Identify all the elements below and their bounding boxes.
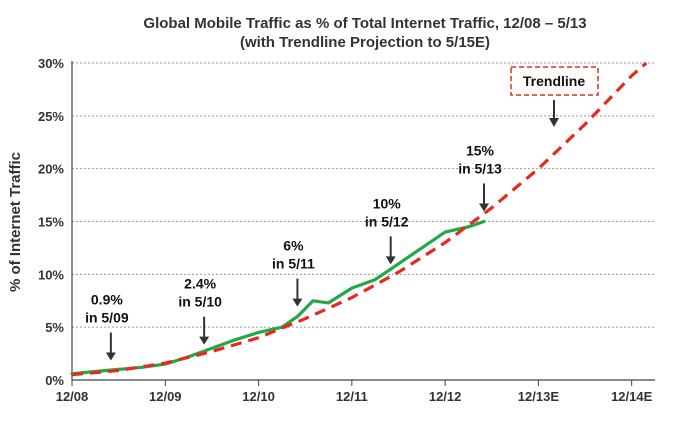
annotation-date: in 5/12	[365, 213, 409, 229]
x-tick-label: 12/12	[429, 389, 462, 404]
annotation-value: 10%	[373, 195, 402, 211]
trendline-arrow-head	[549, 118, 559, 127]
y-tick-label: 15%	[38, 215, 64, 230]
y-tick-label: 10%	[38, 267, 64, 282]
annotation-arrow-head	[105, 352, 116, 361]
y-tick-label: 30%	[38, 56, 64, 71]
annotation-date: in 5/13	[458, 161, 502, 177]
annotation-arrow-head	[199, 336, 210, 345]
y-tick-label: 25%	[38, 109, 64, 124]
annotations: 0.9% in 5/09 2.4% in 5/10 6% in 5/11 10% in 5/1…	[85, 100, 559, 361]
y-tick-label: 5%	[45, 320, 64, 335]
annotation-arrow-head	[478, 203, 489, 212]
annotation-arrow-head	[385, 256, 396, 265]
y-tick-label: 20%	[38, 162, 64, 177]
y-tick-label: 0%	[45, 373, 64, 388]
annotation-date: in 5/09	[85, 309, 129, 325]
gridlines	[72, 62, 655, 328]
annotation-date: in 5/11	[272, 256, 315, 272]
x-tick-label: 12/09	[149, 389, 182, 404]
x-tick-label: 12/11	[336, 389, 368, 404]
x-tick-label: 12/08	[56, 389, 89, 404]
x-tick-label: 12/13E	[518, 389, 560, 404]
annotation-arrow-head	[292, 298, 303, 307]
y-axis-label: % of Internet Traffic	[7, 152, 24, 292]
annotation-value: 2.4%	[184, 276, 216, 292]
x-tick-label: 12/14E	[611, 389, 653, 404]
annotation-value: 0.9%	[91, 291, 123, 307]
series-lines	[70, 61, 648, 377]
mobile-traffic-series	[70, 219, 486, 376]
x-tick-label: 12/10	[242, 389, 275, 404]
annotation-value: 15%	[466, 143, 495, 159]
trendline-legend-box	[510, 66, 599, 96]
annotation-date: in 5/10	[178, 294, 222, 310]
trendline-series	[71, 61, 648, 377]
axes: 0% 5% 10% 15% 20% 25% 30% 12/08 12/09 12/10 12/11 1…	[38, 56, 655, 404]
chart-subtitle: (with Trendline Projection to 5/15E)	[240, 34, 490, 51]
chart-title: Global Mobile Traffic as % of Total Inte…	[143, 15, 586, 32]
trendline-legend: Trendline	[510, 66, 599, 96]
annotation-value: 6%	[283, 238, 304, 254]
trendline-legend-label: Trendline	[523, 73, 585, 89]
